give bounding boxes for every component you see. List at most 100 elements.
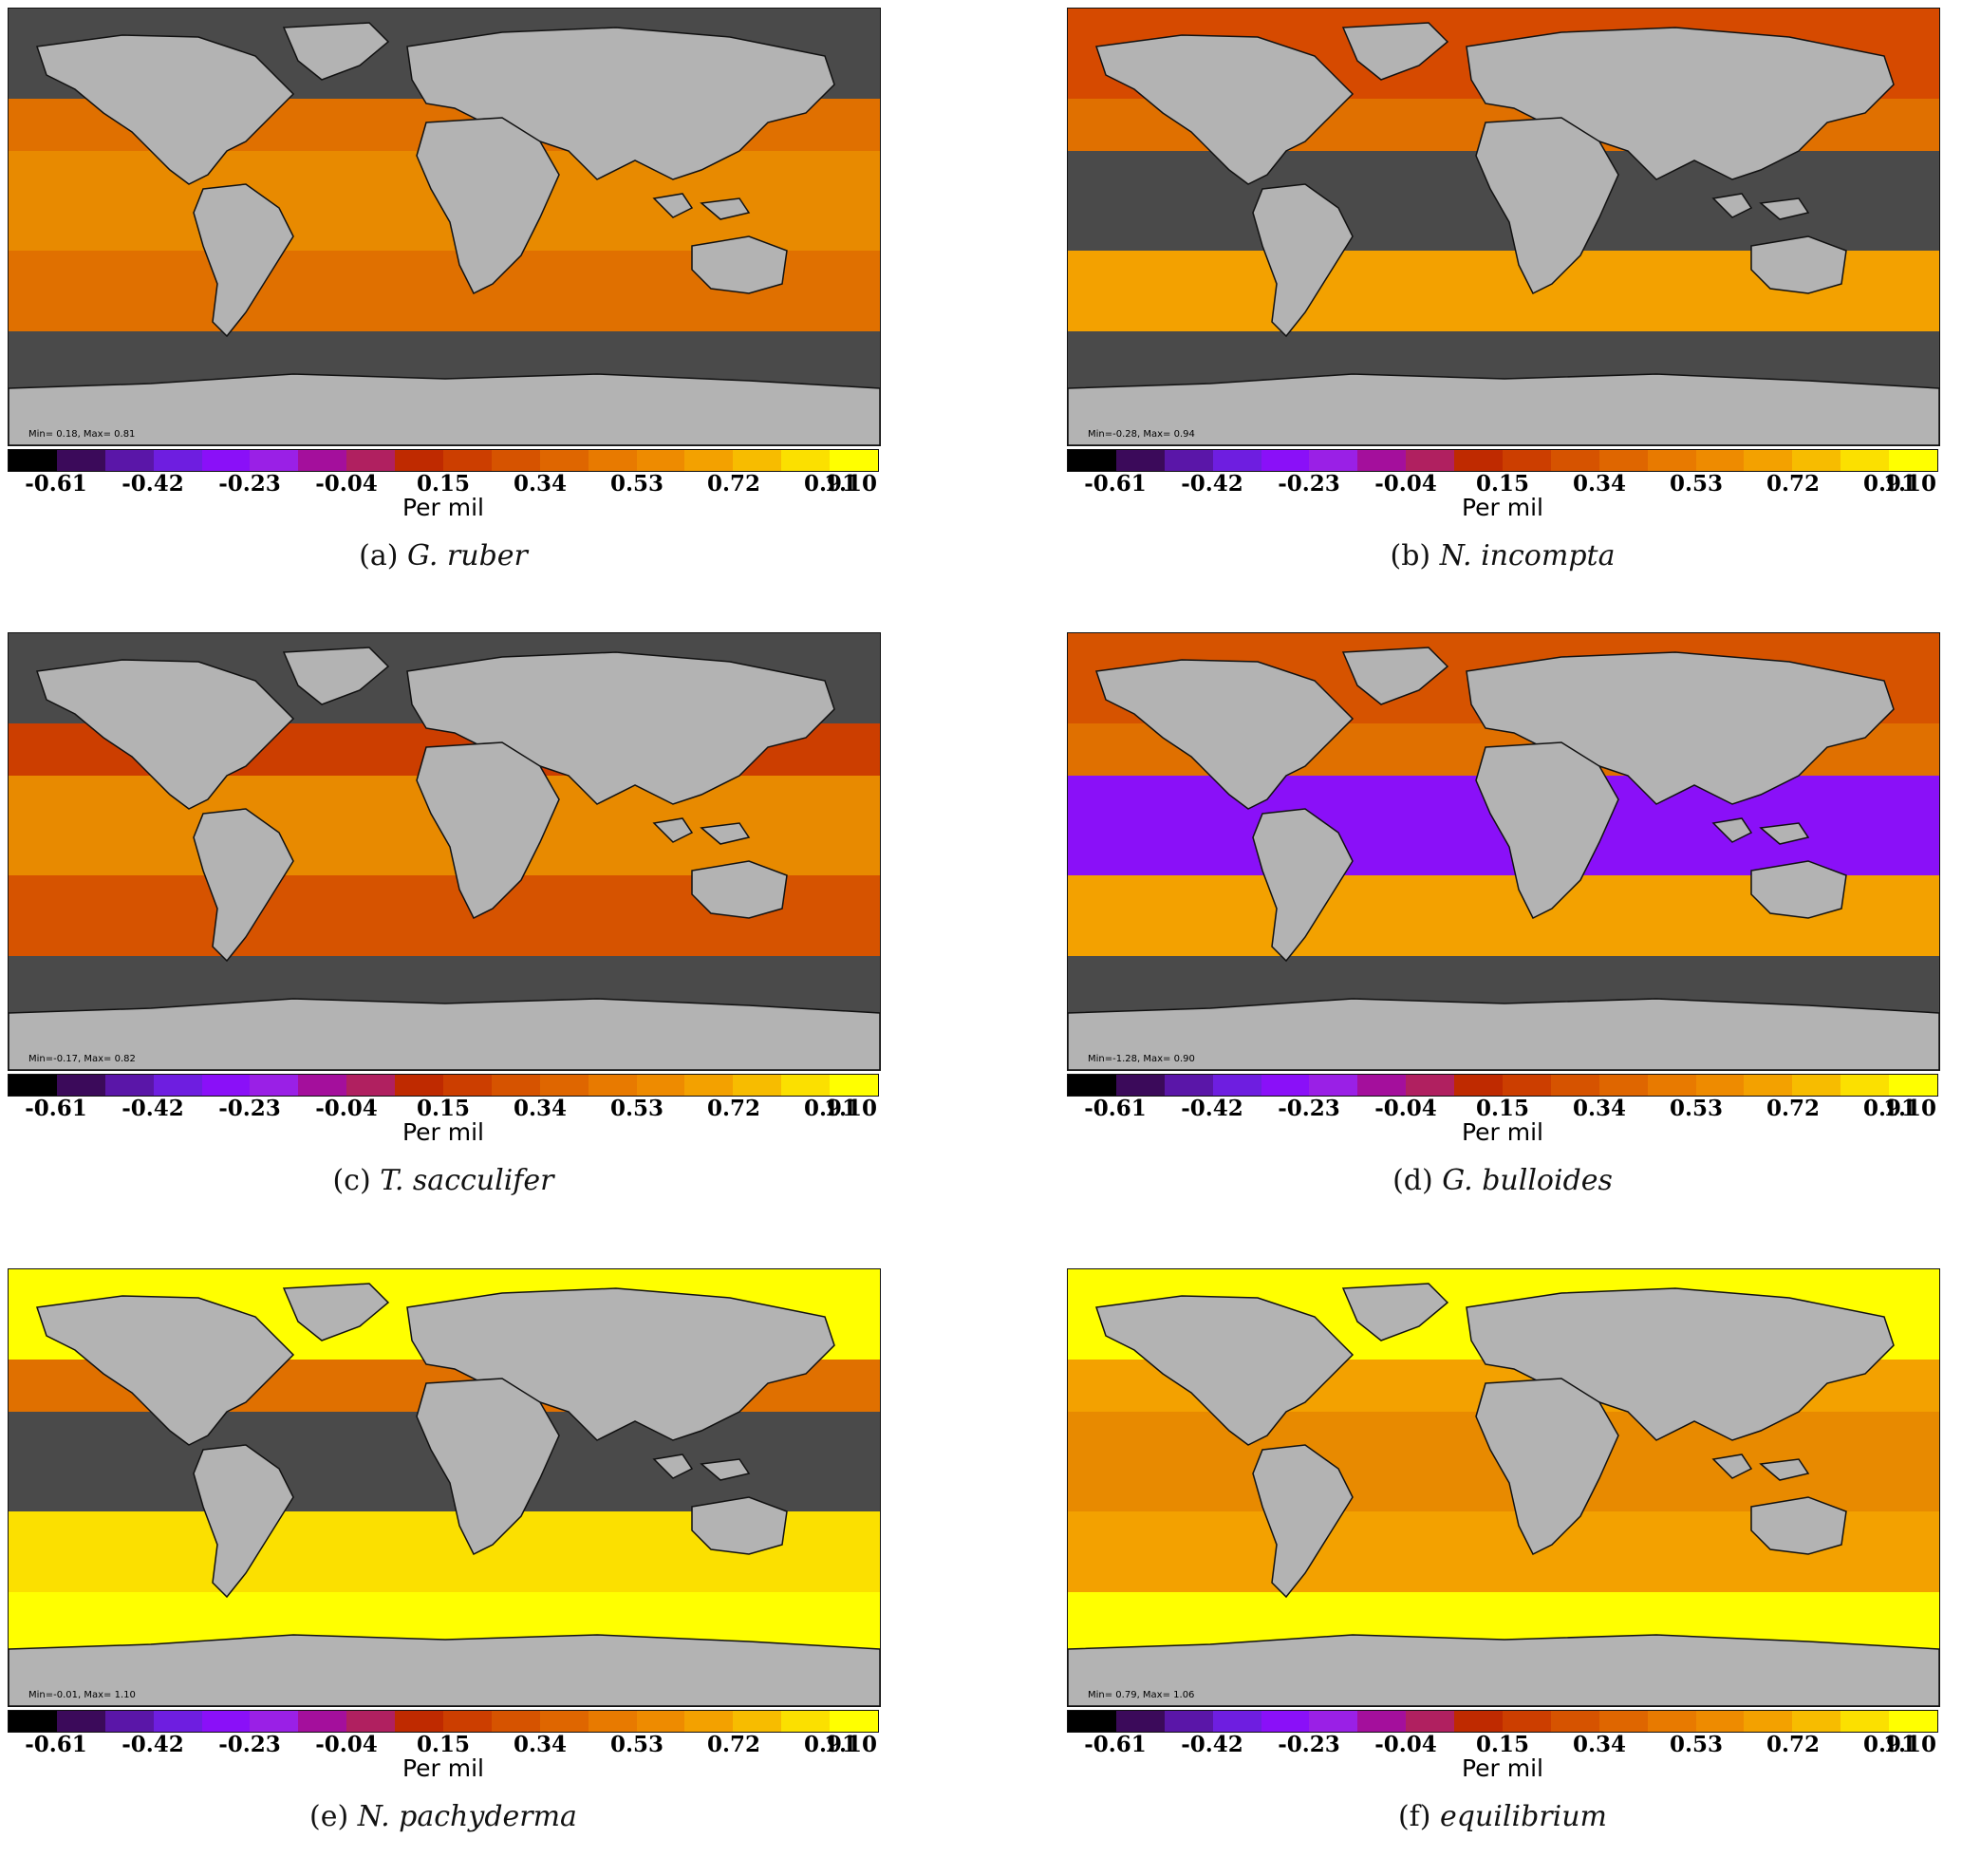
colorbar-swatch [201,1711,251,1732]
colorbar-swatch [636,450,685,471]
colorbar-swatch [104,1711,154,1732]
stats-f: Min= 0.79, Max= 1.06 [1088,1690,1195,1700]
colorbar-swatch [104,450,154,471]
colorbar-tick-label: -0.04 [1374,471,1437,497]
map-a [8,8,881,446]
colorbar-tick-label: 0.91 [1862,1096,1917,1121]
colorbar-swatch [1695,450,1745,471]
colorbar-tick-label: -0.61 [1084,1096,1147,1121]
colorbar-swatch [1695,1711,1745,1732]
colorbar-tick-label: 0.34 [513,471,568,497]
land-mass [691,235,788,294]
colorbar-swatch [346,1711,396,1732]
colorbar-tick-label: -0.42 [1181,1732,1243,1757]
panel-c: Min=-0.17, Max= 0.82 -0.61 -0.42 -0.23 -0.0… [8,632,881,1240]
colorbar-swatch [346,1075,396,1096]
colorbar-tick-label: 0.91 [803,1096,858,1121]
colorbar-unit-a: Per mil [402,494,485,521]
colorbar-swatch [1164,450,1213,471]
colorbar-tick-label: 0.34 [513,1096,568,1121]
colorbar-unit-f: Per mil [1461,1754,1544,1782]
colorbar-swatch [298,450,347,471]
land-mass [1252,1444,1354,1599]
colorbar-swatch [588,450,637,471]
land-mass [36,34,295,185]
colorbar-tick-label: 0.15 [416,471,471,497]
colorbar-tick-label: -0.23 [1278,1732,1340,1757]
panel-b: Min=-0.28, Max= 0.94 -0.61 -0.42 -0.23 -0.0… [1067,8,1940,615]
land-mass [1095,34,1355,185]
colorbar-tick-label: -0.04 [1374,1732,1437,1757]
land-mass [691,860,788,919]
colorbar-swatch [201,1075,251,1096]
colorbar-swatch [1792,1075,1841,1096]
colorbar-swatch [1212,1075,1261,1096]
colorbar-swatch [443,1075,492,1096]
colorbar-swatch [1744,450,1793,471]
world-map-svg [9,1269,880,1706]
colorbar-swatch [153,1075,202,1096]
stats-b: Min=-0.28, Max= 0.94 [1088,429,1195,440]
colorbar-swatch [781,450,831,471]
land-mass [1095,1295,1355,1446]
colorbar-tick-label: -0.04 [315,1096,378,1121]
land-mass [193,1444,294,1599]
land-mass [193,808,294,963]
colorbar-tick-label: -0.23 [1278,1096,1340,1121]
caption-a: (a) G. ruber [359,539,528,572]
colorbar-tick-label: -0.04 [315,471,378,497]
colorbar-swatch [733,1075,782,1096]
colorbar-swatch [1454,1711,1504,1732]
colorbar-ticks-a: -0.61 -0.42 -0.23 -0.04 0.15 0.34 0.53 0.72 0.91… [8,471,879,497]
colorbar-swatch [1212,1711,1261,1732]
colorbar-swatch [298,1075,347,1096]
land-mass [9,1634,880,1706]
colorbar-swatch [1406,1711,1455,1732]
colorbar-swatch [1841,1075,1890,1096]
colorbar-swatch [684,1711,734,1732]
colorbar-swatch [1068,1711,1116,1732]
land-mass [406,27,835,180]
land-mass [1341,1283,1449,1341]
land-mass [652,1454,694,1479]
colorbar-swatch [1068,1075,1116,1096]
colorbar-swatch [250,1075,299,1096]
colorbar-tick-label: -0.42 [1181,471,1243,497]
colorbar-swatch [443,1711,492,1732]
panel-e: Min=-0.01, Max= 1.10 -0.61 -0.42 -0.23 -0.0… [8,1268,881,1876]
land-mass [700,1458,751,1481]
colorbar-swatch [830,1075,879,1096]
world-map-svg [1068,633,1939,1070]
colorbar-swatch [588,1075,637,1096]
colorbar-tick-label: 0.53 [609,471,664,497]
colorbar-swatch [1115,450,1165,471]
colorbar-tick-label: 1.10 [823,1096,878,1121]
world-map-svg [1068,9,1939,445]
colorbar-swatch [588,1711,637,1732]
colorbar-swatch [1261,450,1310,471]
colorbar-tick-label: -0.23 [218,1096,281,1121]
colorbar-tick-label: 0.34 [1572,1096,1627,1121]
panel-f: Min= 0.79, Max= 1.06 -0.61 -0.42 -0.23 -0.0… [1067,1268,1940,1876]
colorbar-swatch [539,450,589,471]
colorbar-swatch [1550,1711,1599,1732]
colorbar-tick-label: -0.04 [1374,1096,1437,1121]
land-mass [1341,647,1449,705]
land-mass [700,197,751,220]
land-mass [652,193,694,218]
land-mass [1068,1634,1939,1706]
land-mass [193,183,294,338]
land-mass [406,651,835,805]
land-mass [1475,117,1619,295]
colorbar-tick-label: 0.91 [1862,1732,1917,1757]
colorbar-swatch [1357,450,1407,471]
colorbar-swatch [153,450,202,471]
colorbar-unit-c: Per mil [402,1118,485,1146]
colorbar-swatch [1550,450,1599,471]
land-mass [1095,659,1355,810]
colorbar-tick-label: 0.53 [609,1096,664,1121]
land-mass [1759,1458,1810,1481]
world-map-svg [9,9,880,445]
colorbar-swatch [1792,1711,1841,1732]
colorbar-swatch [1164,1075,1213,1096]
